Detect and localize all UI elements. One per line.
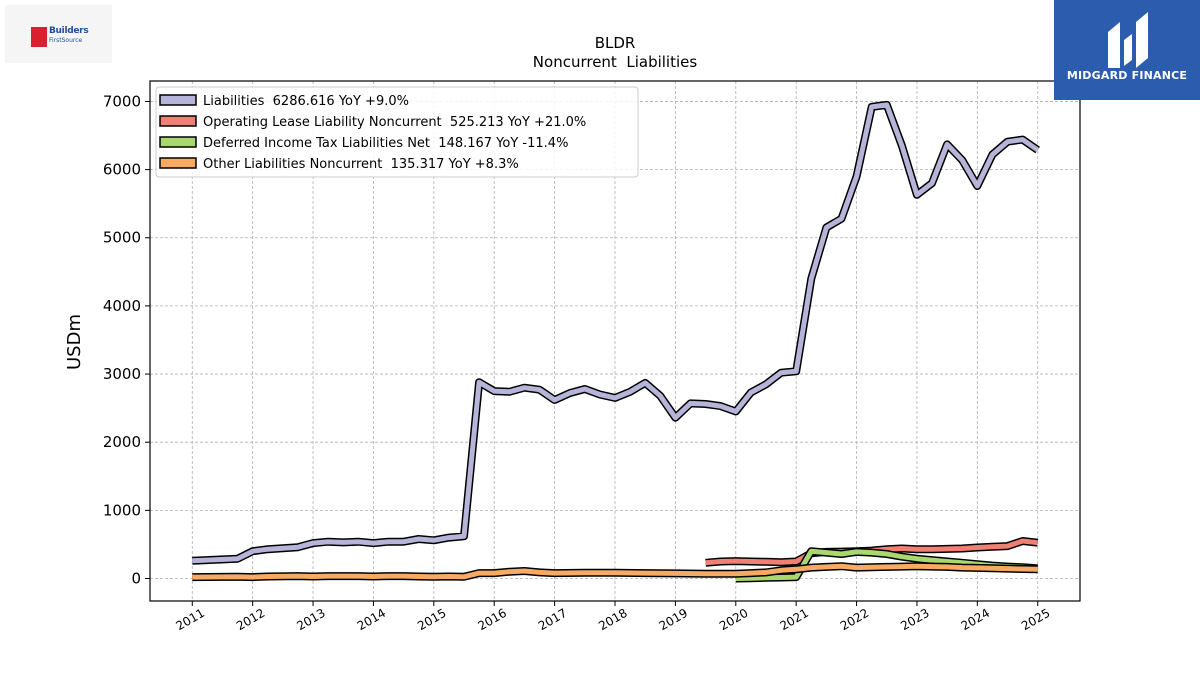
chart-subtitle: Noncurrent Liabilities xyxy=(533,53,698,71)
x-tick-label: 2016 xyxy=(475,606,508,633)
y-tick-label: 4000 xyxy=(103,297,141,315)
legend-label: Other Liabilities Noncurrent 135.317 YoY… xyxy=(203,157,519,172)
x-tick-label: 2018 xyxy=(596,606,629,633)
legend-box xyxy=(155,86,639,178)
y-axis-label: USDm xyxy=(64,314,85,370)
legend-label: Deferred Income Tax Liabilities Net 148.… xyxy=(203,136,568,151)
builders-logo-icon xyxy=(31,27,47,47)
x-tick-label: 2020 xyxy=(717,606,750,633)
builders-logo-line1: Builders xyxy=(49,26,89,36)
y-tick-label: 2000 xyxy=(103,433,141,451)
x-tick-label: 2015 xyxy=(415,606,448,633)
legend-label: Operating Lease Liability Noncurrent 525… xyxy=(203,115,586,130)
legend-label: Liabilities 6286.616 YoY +9.0% xyxy=(203,94,409,109)
x-tick-label: 2011 xyxy=(174,606,207,633)
legend-swatch xyxy=(159,136,197,148)
x-tick-label: 2024 xyxy=(959,606,992,633)
midgard-logo-icon xyxy=(1108,12,1148,68)
midgard-finance-logo: MIDGARD FINANCE xyxy=(1054,0,1200,100)
legend-swatch xyxy=(159,115,197,127)
y-tick-label: 0 xyxy=(131,570,141,588)
builders-firstsource-logo: Builders FirstSource xyxy=(5,5,112,63)
x-tick-label: 2023 xyxy=(898,606,931,633)
x-tick-label: 2022 xyxy=(838,606,871,633)
y-tick-label: 5000 xyxy=(103,229,141,247)
x-tick-label: 2019 xyxy=(657,606,690,633)
series-line xyxy=(192,563,1038,580)
x-tick-label: 2021 xyxy=(777,606,810,633)
legend-swatch xyxy=(159,94,197,106)
legend-swatch xyxy=(159,157,197,169)
y-tick-label: 3000 xyxy=(103,365,141,383)
x-tick-label: 2014 xyxy=(355,606,388,633)
midgard-brand-name: MIDGARD FINANCE xyxy=(1066,69,1188,82)
chart-title: BLDR xyxy=(595,34,636,52)
x-tick-label: 2012 xyxy=(234,606,267,633)
y-tick-label: 1000 xyxy=(103,501,141,519)
builders-logo-line2: FirstSource xyxy=(49,37,83,44)
series-line xyxy=(192,102,1040,564)
y-tick-label: 6000 xyxy=(103,161,141,179)
y-axis: 0 1000 2000 3000 4000 5000 6000 7000 xyxy=(103,92,150,588)
x-tick-label: 2017 xyxy=(536,606,569,633)
series-layer xyxy=(192,100,1040,583)
legend: Liabilities 6286.616 YoY +9.0% Operating … xyxy=(155,86,639,178)
y-tick-label: 7000 xyxy=(103,92,141,110)
x-axis: 2011 2012 2013 2014 2015 2016 2017 2018 2019 2020… xyxy=(174,601,1052,633)
x-tick-label: 2013 xyxy=(294,606,327,633)
x-tick-label: 2025 xyxy=(1019,606,1052,633)
